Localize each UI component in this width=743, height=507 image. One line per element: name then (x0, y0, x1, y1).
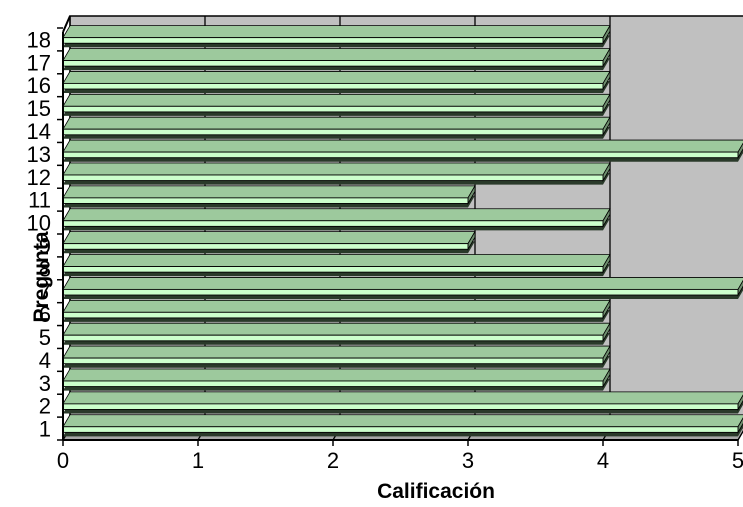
bar-shade-6 (62, 299, 611, 313)
y-tick-label: 17 (27, 50, 51, 75)
bar-8 (62, 266, 604, 273)
bar-shade-2 (62, 391, 743, 405)
y-tick-label: 13 (27, 142, 51, 167)
y-tick-label: 1 (39, 417, 51, 442)
bar-shade-15 (62, 93, 611, 107)
bar-15 (62, 105, 604, 113)
bar-7 (62, 288, 739, 296)
bar-shade-4 (62, 345, 611, 359)
bar-shade-16 (62, 71, 611, 84)
gridline-depth (737, 430, 743, 441)
bar-17 (62, 60, 604, 67)
y-tick-label: 2 (39, 394, 51, 419)
bar-14 (62, 128, 604, 136)
y-tick-label: 9 (39, 233, 51, 258)
bar-13 (62, 151, 739, 159)
y-tick-label: 12 (27, 165, 51, 190)
bar-3 (62, 380, 604, 388)
y-tick-label: 4 (39, 348, 51, 373)
y-axis-top (62, 15, 71, 33)
bar-12 (62, 174, 604, 182)
bar-shade-17 (62, 48, 611, 61)
bar-5 (62, 334, 604, 342)
bar-9 (62, 243, 469, 250)
x-tick-label: 4 (597, 448, 609, 473)
y-tick-label: 3 (39, 371, 51, 396)
y-tick-label: 18 (27, 27, 51, 52)
bar-11 (62, 197, 469, 204)
y-tick-label: 8 (39, 256, 51, 281)
y-tick-label: 11 (28, 188, 51, 213)
bar-shade-5 (62, 322, 611, 336)
x-tick-label: 2 (327, 448, 339, 473)
bar-shade-8 (62, 254, 611, 267)
bar-shade-3 (62, 368, 611, 382)
y-tick-label: 10 (27, 211, 51, 236)
bar-shade-7 (62, 277, 743, 290)
y-tick-label: 6 (39, 302, 51, 327)
bar-shade-10 (62, 208, 611, 222)
x-tick-label: 0 (57, 448, 69, 473)
bar-2 (62, 403, 739, 410)
bar-1 (62, 426, 739, 433)
y-tick-label: 16 (27, 73, 51, 98)
bar-shade-14 (62, 116, 611, 130)
x-axis-title: Calificación (377, 480, 495, 502)
bar-10 (62, 220, 604, 227)
y-axis-title: Pregunta (30, 231, 53, 322)
bar-shade-13 (62, 139, 743, 153)
bar-shade-9 (62, 231, 476, 245)
y-tick-label: 7 (39, 279, 51, 304)
bar-18 (62, 37, 604, 44)
bar-6 (62, 311, 604, 319)
bar-shade-1 (62, 414, 743, 428)
x-tick-label: 3 (462, 448, 474, 473)
y-tick-label: 15 (27, 96, 51, 121)
bar-shade-12 (62, 162, 611, 176)
bar-shade-18 (62, 25, 611, 39)
y-tick-label: 14 (27, 119, 51, 144)
bar-16 (62, 82, 604, 90)
x-tick-label: 1 (192, 448, 204, 473)
x-tick-label: 5 (732, 448, 743, 473)
bar-shade-11 (62, 185, 476, 199)
bar-4 (62, 357, 604, 365)
y-tick-label: 5 (39, 325, 51, 350)
